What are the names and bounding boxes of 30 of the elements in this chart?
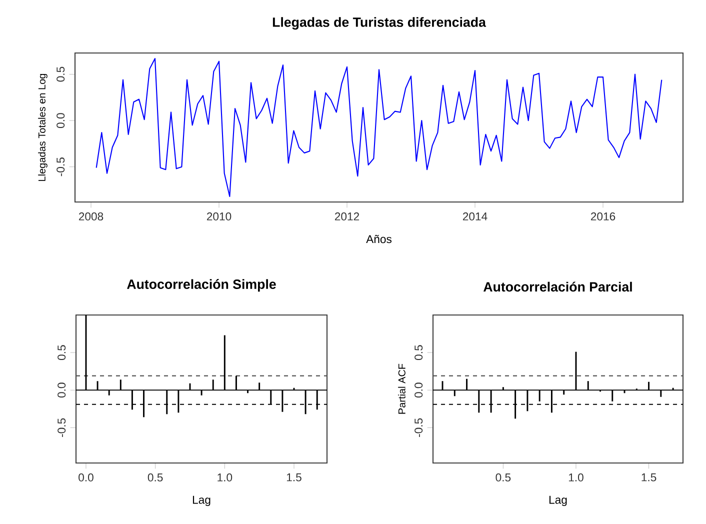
y-tick-label: -0.5	[56, 158, 65, 176]
y-tick-label: -0.5	[58, 418, 66, 437]
y-tick-label: -0.5	[414, 418, 423, 437]
y-axis-title: Partial ACF	[398, 364, 406, 414]
y-axis-title: Llegadas Totales en Log	[38, 74, 48, 181]
chart-title: Autocorrelación Parcial	[483, 282, 632, 292]
x-tick-label: 1.0	[568, 473, 584, 482]
x-tick-label: 2010	[206, 212, 232, 220]
y-tick-label: 0.5	[414, 345, 423, 360]
y-tick-label: 0.0	[414, 382, 423, 398]
line-series	[96, 58, 662, 197]
x-tick-label: 1.5	[642, 473, 656, 482]
x-tick-label: 1.0	[218, 473, 232, 482]
x-tick-label: 2016	[590, 212, 616, 220]
chart-title: Llegadas de Turistas diferenciada	[272, 17, 486, 30]
x-tick-label: 2014	[462, 212, 488, 220]
y-tick-label: 0.0	[56, 113, 65, 128]
x-axis-title: Años	[366, 234, 392, 244]
x-tick-label: 1.5	[286, 473, 302, 482]
x-axis-title: Lag	[192, 496, 210, 506]
y-tick-label: 0.5	[58, 345, 66, 360]
chart-title: Autocorrelación Simple	[127, 279, 276, 292]
x-tick-label: 0.5	[496, 473, 511, 482]
x-tick-label: 0.5	[148, 473, 163, 482]
y-tick-label: 0.0	[58, 382, 66, 398]
x-tick-label: 0.0	[78, 473, 94, 482]
x-tick-label: 2008	[78, 212, 104, 220]
x-axis-title: Lag	[549, 496, 567, 506]
x-tick-label: 2012	[334, 212, 360, 220]
y-tick-label: 0.5	[56, 66, 65, 82]
